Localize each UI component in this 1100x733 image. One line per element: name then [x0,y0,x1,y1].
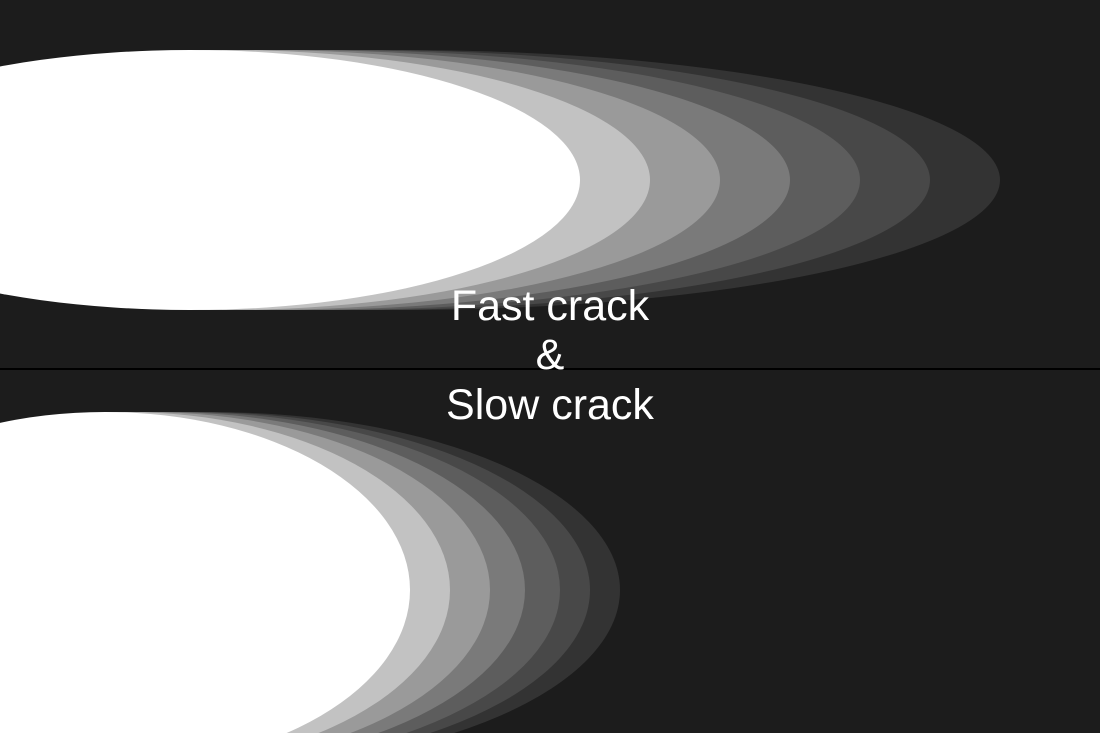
diagram-canvas: Fast crack & Slow crack [0,0,1100,733]
slow-crack-panel [0,370,1100,733]
panel-divider [0,368,1100,370]
fast-crack-panel [0,0,1100,368]
